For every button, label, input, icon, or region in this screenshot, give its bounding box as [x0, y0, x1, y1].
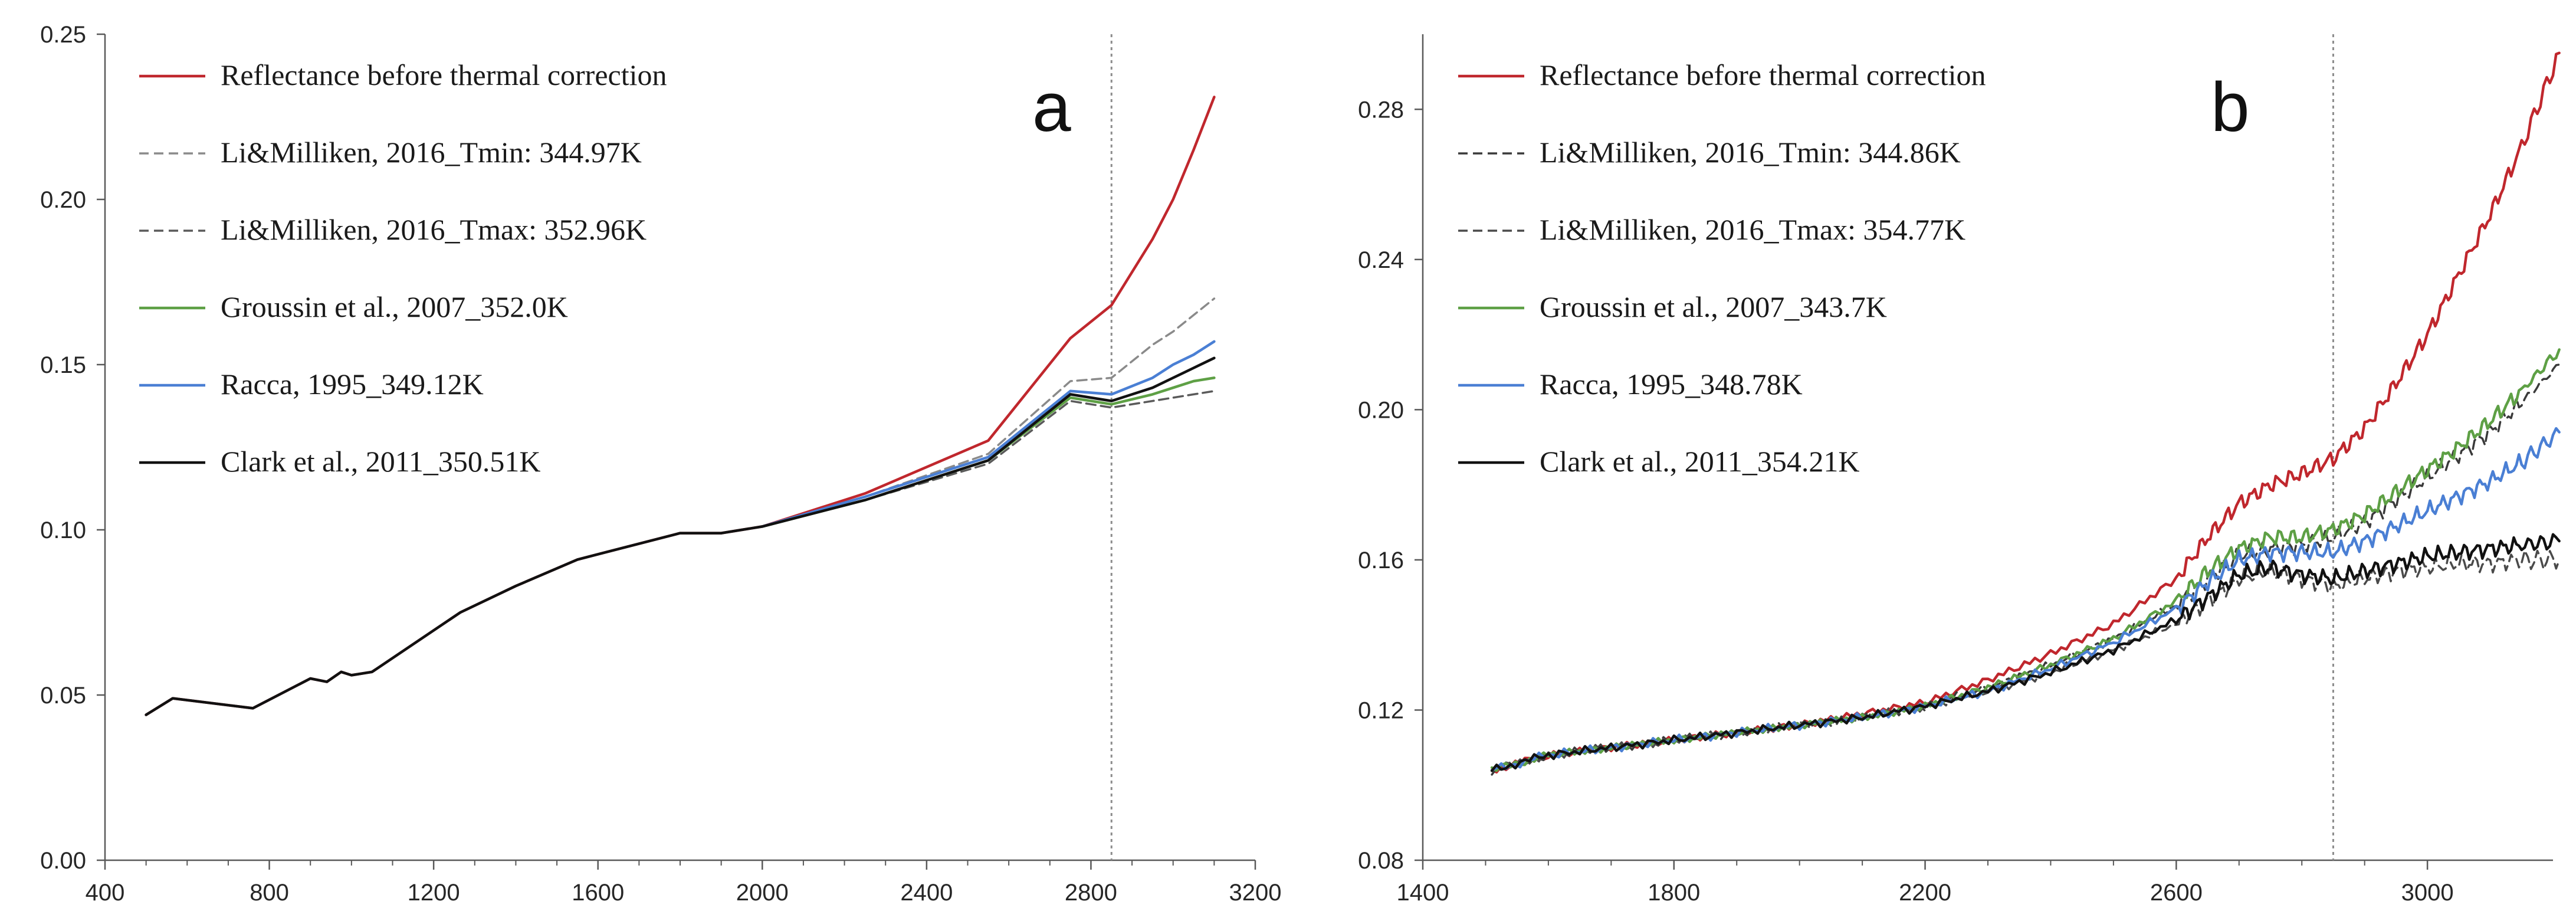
series-line-2 — [1491, 363, 2561, 776]
panel-label: a — [1032, 68, 1071, 146]
x-tick-label: 800 — [250, 880, 289, 906]
x-tick-label: 2000 — [736, 880, 789, 906]
panel-label: b — [2211, 68, 2250, 146]
x-tick-label: 1600 — [572, 880, 624, 906]
y-tick-label: 0.16 — [1358, 548, 1404, 573]
series-line-2 — [761, 297, 1216, 528]
series-line-1 — [1490, 51, 2561, 774]
y-tick-label: 0.15 — [40, 352, 86, 378]
x-tick-label: 3000 — [2401, 880, 2454, 906]
legend-label: Reflectance before thermal correction — [1540, 58, 1986, 91]
y-tick-label: 0.28 — [1358, 97, 1404, 123]
legend-label: Li&Milliken, 2016_Tmin: 344.97K — [221, 136, 642, 169]
series-line-6 — [145, 356, 1216, 716]
x-tick-label: 1800 — [1648, 880, 1700, 906]
legend-label: Clark et al., 2011_354.21K — [1540, 445, 1860, 478]
y-tick-label: 0.10 — [40, 517, 86, 543]
y-tick-label: 0.20 — [1358, 397, 1404, 423]
series-line-5 — [1490, 427, 2561, 772]
y-tick-label: 0.05 — [40, 683, 86, 709]
legend-label: Racca, 1995_348.78K — [1540, 368, 1803, 401]
x-tick-label: 400 — [86, 880, 125, 906]
legend-label: Groussin et al., 2007_352.0K — [221, 290, 568, 323]
series-line-6 — [1490, 533, 2561, 772]
x-tick-label: 1400 — [1397, 880, 1449, 906]
y-tick-label: 0.00 — [40, 848, 86, 874]
y-tick-label: 0.20 — [40, 187, 86, 213]
y-tick-label: 0.25 — [40, 22, 86, 48]
panel-b: 0.08 0.12 0.16 0.20 0.24 0.28 1400 1800 2200 2600… — [1358, 34, 2561, 906]
y-tick-label: 0.24 — [1358, 247, 1404, 273]
legend-label: Reflectance before thermal correction — [221, 58, 667, 91]
y-tick-label: 0.08 — [1358, 848, 1404, 874]
series-line-4 — [1490, 348, 2561, 772]
legend-label: Li&Milliken, 2016_Tmin: 344.86K — [1540, 136, 1961, 169]
y-tick-label: 0.12 — [1358, 697, 1404, 723]
x-tick-label: 1200 — [408, 880, 460, 906]
legend-label: Clark et al., 2011_350.51K — [221, 445, 541, 478]
x-tick-label: 2800 — [1065, 880, 1117, 906]
x-tick-label: 2200 — [1899, 880, 1951, 906]
series-line-5 — [761, 340, 1216, 528]
legend-label: Racca, 1995_349.12K — [221, 368, 484, 401]
x-tick-label: 2600 — [2150, 880, 2203, 906]
x-tick-label: 2400 — [900, 880, 953, 906]
x-tick-label: 3200 — [1229, 880, 1282, 906]
panel-a: 0.00 0.05 0.10 0.15 0.20 0.25 400 800 1200 1600 20… — [40, 22, 1281, 906]
legend-label: Li&Milliken, 2016_Tmax: 354.77K — [1540, 213, 1965, 246]
legend-label: Li&Milliken, 2016_Tmax: 352.96K — [221, 213, 647, 246]
legend-label: Groussin et al., 2007_343.7K — [1540, 290, 1887, 323]
